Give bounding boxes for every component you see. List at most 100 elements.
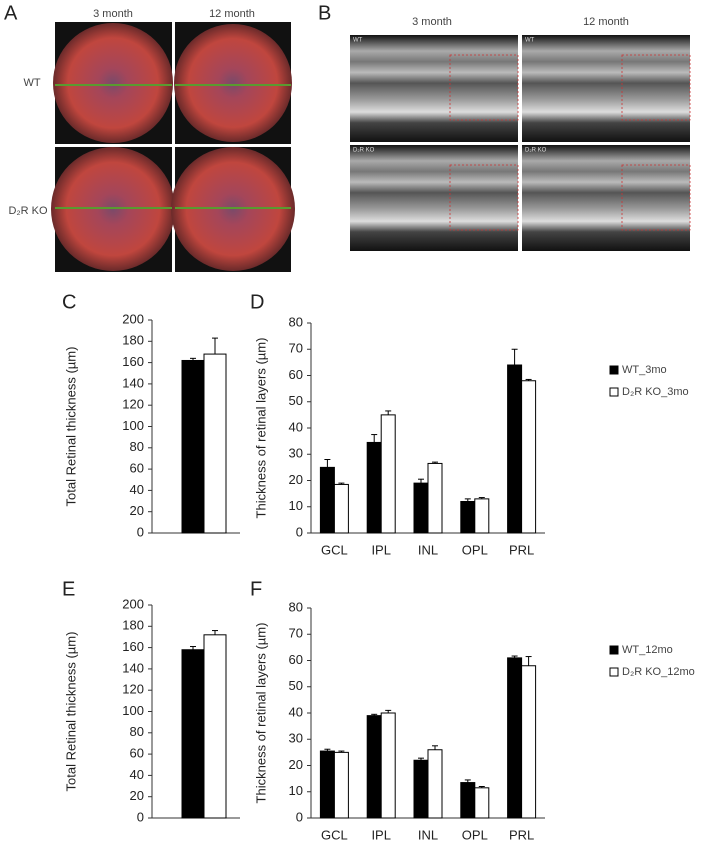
column-label: 12 month: [209, 8, 255, 20]
x-tick-label: OPL: [462, 542, 488, 557]
legend-label: D₂R KO_3mo: [622, 386, 689, 398]
column-label: 3 month: [93, 8, 133, 20]
bar: [474, 787, 490, 819]
bar: [203, 634, 227, 819]
y-tick-label: 60: [130, 461, 144, 476]
y-tick-label: 60: [289, 367, 303, 382]
panel-label: E: [62, 578, 75, 600]
x-tick-label: PRL: [509, 542, 534, 557]
bar: [521, 665, 537, 819]
y-tick-label: 30: [289, 731, 303, 746]
y-tick-label: 180: [122, 333, 144, 348]
y-tick-label: 140: [122, 660, 144, 675]
bar: [427, 462, 443, 534]
x-tick-label: OPL: [462, 827, 488, 841]
bar: [413, 482, 429, 534]
y-tick-label: 80: [289, 314, 303, 329]
bar: [181, 649, 205, 819]
y-tick-label: 0: [137, 524, 144, 539]
legend-swatch: [609, 645, 619, 655]
y-tick-label: 0: [296, 809, 303, 824]
y-tick-label: 40: [289, 704, 303, 719]
bar: [521, 380, 537, 534]
panel-label: F: [250, 578, 262, 600]
y-tick-label: 80: [289, 599, 303, 614]
y-tick-label: 200: [122, 311, 144, 326]
legend-label: WT_3mo: [622, 364, 667, 376]
y-tick-label: 60: [289, 652, 303, 667]
image-label: D₂R KO: [353, 148, 375, 154]
panel-label: A: [4, 2, 18, 24]
panel-label: D: [250, 291, 264, 313]
y-tick-label: 120: [122, 682, 144, 697]
y-tick-label: 40: [130, 482, 144, 497]
y-tick-label: 70: [289, 341, 303, 356]
bar: [474, 498, 490, 534]
bar: [460, 782, 476, 819]
y-tick-label: 70: [289, 626, 303, 641]
y-tick-label: 200: [122, 596, 144, 611]
y-tick-label: 80: [130, 724, 144, 739]
y-tick-label: 20: [130, 503, 144, 518]
bar: [333, 751, 349, 819]
y-tick-label: 100: [122, 418, 144, 433]
y-tick-label: 120: [122, 397, 144, 412]
y-axis-label: Thickness of retinal layers (µm): [253, 338, 268, 519]
bar: [366, 715, 382, 819]
y-tick-label: 160: [122, 639, 144, 654]
y-tick-label: 10: [289, 783, 303, 798]
y-tick-label: 140: [122, 375, 144, 390]
panel-label: B: [318, 2, 331, 24]
x-tick-label: IPL: [371, 542, 391, 557]
x-tick-label: INL: [418, 827, 438, 841]
bar: [203, 353, 227, 534]
legend-label: WT_12mo: [622, 644, 673, 656]
row-label: WT: [23, 77, 40, 89]
bar: [181, 359, 205, 534]
bar: [366, 441, 382, 534]
bar: [427, 749, 443, 819]
y-tick-label: 50: [289, 678, 303, 693]
y-tick-label: 20: [289, 757, 303, 772]
bar: [319, 466, 335, 534]
y-tick-label: 40: [289, 419, 303, 434]
image-label: WT: [525, 38, 535, 44]
oct-images: [350, 35, 691, 251]
bar: [333, 483, 349, 534]
x-tick-label: GCL: [321, 827, 348, 841]
y-tick-label: 0: [296, 524, 303, 539]
y-tick-label: 0: [137, 809, 144, 824]
y-tick-label: 160: [122, 354, 144, 369]
legend-label: D₂R KO_12mo: [622, 666, 695, 678]
y-axis-label: Total Retinal thickness (µm): [63, 347, 78, 507]
bar: [413, 759, 429, 819]
fundus-images: [51, 22, 295, 272]
image-label: WT: [353, 38, 363, 44]
legend-swatch: [609, 667, 619, 677]
x-tick-label: IPL: [371, 827, 391, 841]
y-tick-label: 10: [289, 498, 303, 513]
y-tick-label: 20: [289, 472, 303, 487]
column-label: 3 month: [412, 16, 452, 28]
y-tick-label: 60: [130, 746, 144, 761]
x-tick-label: PRL: [509, 827, 534, 841]
y-tick-label: 100: [122, 703, 144, 718]
x-tick-label: INL: [418, 542, 438, 557]
bar: [319, 750, 335, 819]
bar: [460, 501, 476, 534]
bar: [380, 414, 396, 534]
y-tick-label: 30: [289, 446, 303, 461]
bar: [507, 364, 523, 534]
panel-label: C: [62, 291, 76, 313]
y-axis-label: Total Retinal thickness (µm): [63, 632, 78, 792]
y-tick-label: 80: [130, 439, 144, 454]
x-tick-label: GCL: [321, 542, 348, 557]
y-tick-label: 40: [130, 767, 144, 782]
bar: [507, 657, 523, 819]
legend-swatch: [609, 387, 619, 397]
column-label: 12 month: [583, 16, 629, 28]
y-tick-label: 20: [130, 788, 144, 803]
bar: [380, 712, 396, 819]
y-axis-label: Thickness of retinal layers (µm): [253, 623, 268, 804]
